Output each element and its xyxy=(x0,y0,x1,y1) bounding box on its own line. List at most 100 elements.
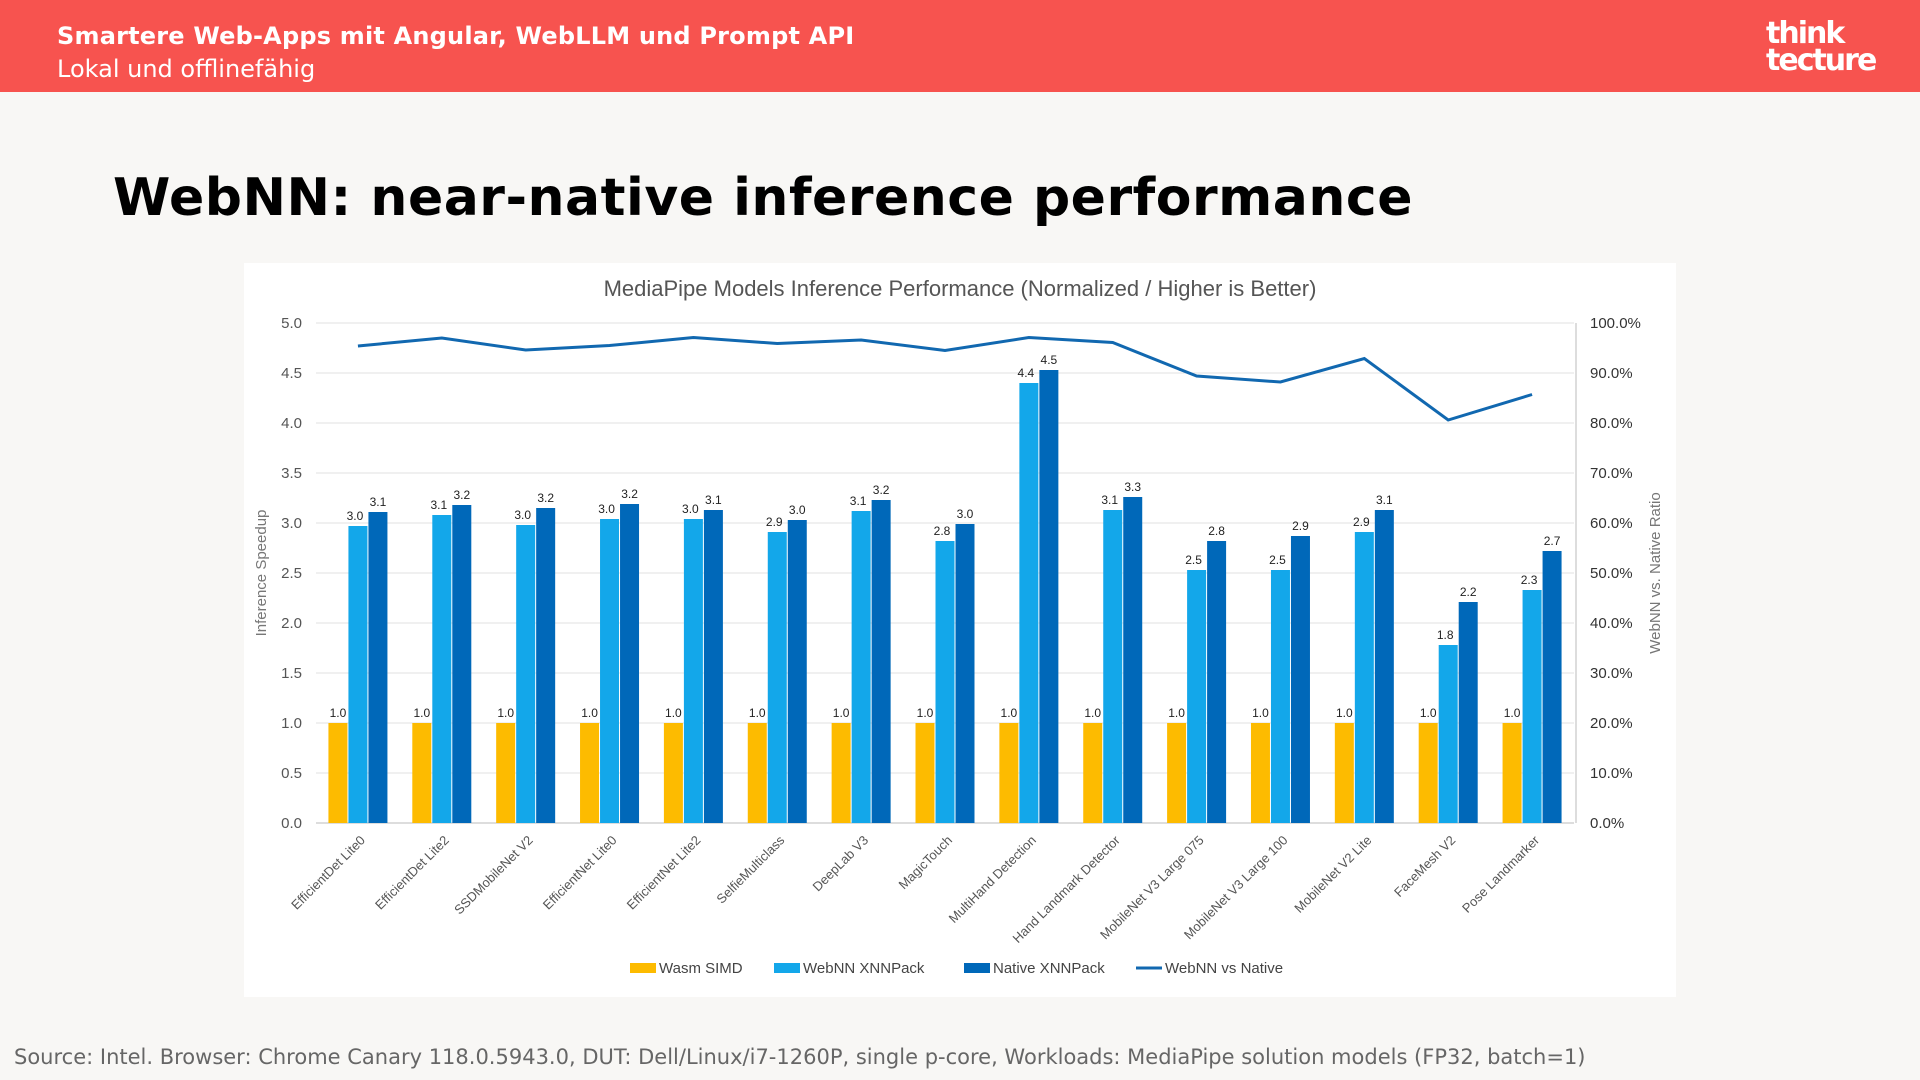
y2-tick-label: 50.0% xyxy=(1590,565,1633,582)
slide-title: WebNN: near-native inference performance xyxy=(113,168,1413,228)
data-label: 1.0 xyxy=(1168,706,1185,720)
bar-wasm-simd xyxy=(1502,723,1522,823)
bar-native-xnnpack xyxy=(1374,510,1394,823)
bar-native-xnnpack xyxy=(452,505,472,823)
y2-tick-label: 20.0% xyxy=(1590,715,1633,732)
x-tick-label: FaceMesh V2 xyxy=(1391,833,1458,900)
bar-native-xnnpack xyxy=(787,520,807,823)
legend-label: WebNN XNNPack xyxy=(803,960,925,977)
data-label: 2.8 xyxy=(1208,524,1225,538)
bar-native-xnnpack xyxy=(1458,602,1478,823)
y-tick-label: 0.0 xyxy=(281,815,302,832)
bar-native-xnnpack xyxy=(1123,497,1143,823)
bar-native-xnnpack xyxy=(536,508,556,823)
legend-swatch xyxy=(774,963,800,973)
y-tick-label: 1.0 xyxy=(281,715,302,732)
presentation-subtitle: Lokal und offlinefähig xyxy=(57,55,316,83)
legend-swatch xyxy=(964,963,990,973)
y-tick-label: 1.5 xyxy=(281,665,302,682)
data-label: 3.0 xyxy=(789,503,806,517)
bar-wasm-simd xyxy=(1250,723,1270,823)
data-label: 3.0 xyxy=(347,509,364,523)
data-label: 3.1 xyxy=(1101,493,1118,507)
data-label: 2.7 xyxy=(1544,534,1561,548)
data-label: 2.2 xyxy=(1460,585,1477,599)
legend-label: Wasm SIMD xyxy=(659,960,743,977)
data-label: 1.0 xyxy=(833,706,850,720)
bar-webnn-xnnpack xyxy=(767,532,787,823)
x-tick-label: Pose Landmarker xyxy=(1459,832,1543,916)
data-label: 3.0 xyxy=(682,502,699,516)
data-label: 3.2 xyxy=(873,483,890,497)
data-label: 3.2 xyxy=(537,491,554,505)
y2-tick-label: 10.0% xyxy=(1590,765,1633,782)
legend-swatch xyxy=(630,963,656,973)
header-bar: Smartere Web-Apps mit Angular, WebLLM un… xyxy=(0,0,1920,92)
data-label: 1.0 xyxy=(1001,706,1018,720)
chart-title: MediaPipe Models Inference Performance (… xyxy=(604,276,1317,301)
x-tick-label: EfficientDet Lite2 xyxy=(372,833,452,913)
bar-native-xnnpack xyxy=(871,500,891,823)
bar-native-xnnpack xyxy=(1207,541,1227,823)
bar-webnn-xnnpack xyxy=(1103,510,1123,823)
data-label: 1.0 xyxy=(1504,706,1521,720)
y-tick-label: 4.5 xyxy=(281,365,302,382)
data-label: 3.1 xyxy=(430,498,447,512)
bar-chart: MediaPipe Models Inference Performance (… xyxy=(253,276,1664,977)
logo-line-2: tecture xyxy=(1766,43,1877,78)
y2-tick-label: 0.0% xyxy=(1590,815,1624,832)
data-label: 1.0 xyxy=(1252,706,1269,720)
data-label: 2.8 xyxy=(934,524,951,538)
y-tick-label: 3.0 xyxy=(281,515,302,532)
data-label: 1.0 xyxy=(581,706,598,720)
y2-tick-label: 90.0% xyxy=(1590,365,1633,382)
data-label: 2.5 xyxy=(1269,553,1286,567)
data-label: 4.5 xyxy=(1041,353,1058,367)
bar-webnn-xnnpack xyxy=(1354,532,1374,823)
data-label: 1.0 xyxy=(413,706,430,720)
y-tick-label: 5.0 xyxy=(281,315,302,332)
y-tick-label: 4.0 xyxy=(281,415,302,432)
x-tick-label: SelfieMulticlass xyxy=(713,832,787,906)
data-label: 1.8 xyxy=(1437,628,1454,642)
x-tick-label: MobileNet V2 Lite xyxy=(1291,833,1374,916)
data-label: 1.0 xyxy=(1420,706,1437,720)
data-label: 1.0 xyxy=(665,706,682,720)
bar-webnn-xnnpack xyxy=(1438,645,1458,823)
bar-wasm-simd xyxy=(1083,723,1103,823)
bar-native-xnnpack xyxy=(1542,551,1562,823)
data-label: 4.4 xyxy=(1018,366,1035,380)
x-tick-label: DeepLab V3 xyxy=(810,833,872,895)
logo-line-1: think xyxy=(1766,16,1845,51)
data-label: 2.9 xyxy=(766,515,783,529)
data-label: 3.1 xyxy=(370,495,387,509)
bar-wasm-simd xyxy=(663,723,683,823)
thinktecture-logo: think tecture xyxy=(1766,16,1877,80)
y2-tick-label: 30.0% xyxy=(1590,665,1633,682)
bar-webnn-xnnpack xyxy=(851,511,871,823)
x-tick-label: EfficientNet Lite0 xyxy=(540,833,620,913)
data-label: 1.0 xyxy=(917,706,934,720)
data-label: 1.0 xyxy=(749,706,766,720)
y2-tick-label: 100.0% xyxy=(1590,315,1641,332)
bar-native-xnnpack xyxy=(1039,370,1059,823)
bar-wasm-simd xyxy=(1418,723,1438,823)
data-label: 3.0 xyxy=(957,507,974,521)
bar-wasm-simd xyxy=(999,723,1019,823)
bar-webnn-xnnpack xyxy=(1019,383,1039,823)
bar-native-xnnpack xyxy=(703,510,723,823)
y2-tick-label: 40.0% xyxy=(1590,615,1633,632)
y-tick-label: 0.5 xyxy=(281,765,302,782)
source-note: Source: Intel. Browser: Chrome Canary 11… xyxy=(14,1045,1586,1069)
bar-wasm-simd xyxy=(1167,723,1187,823)
bar-native-xnnpack xyxy=(620,504,640,823)
legend-label: Native XNNPack xyxy=(993,960,1105,977)
bar-webnn-xnnpack xyxy=(683,519,703,823)
y2-axis-title: WebNN vs. Native Ratio xyxy=(1647,492,1664,653)
bar-webnn-xnnpack xyxy=(1522,590,1542,823)
y2-tick-label: 70.0% xyxy=(1590,465,1633,482)
presentation-title: Smartere Web-Apps mit Angular, WebLLM un… xyxy=(57,22,855,50)
data-label: 2.5 xyxy=(1185,553,1202,567)
bar-webnn-xnnpack xyxy=(1187,570,1207,823)
x-tick-label: EfficientDet Lite0 xyxy=(288,833,368,913)
